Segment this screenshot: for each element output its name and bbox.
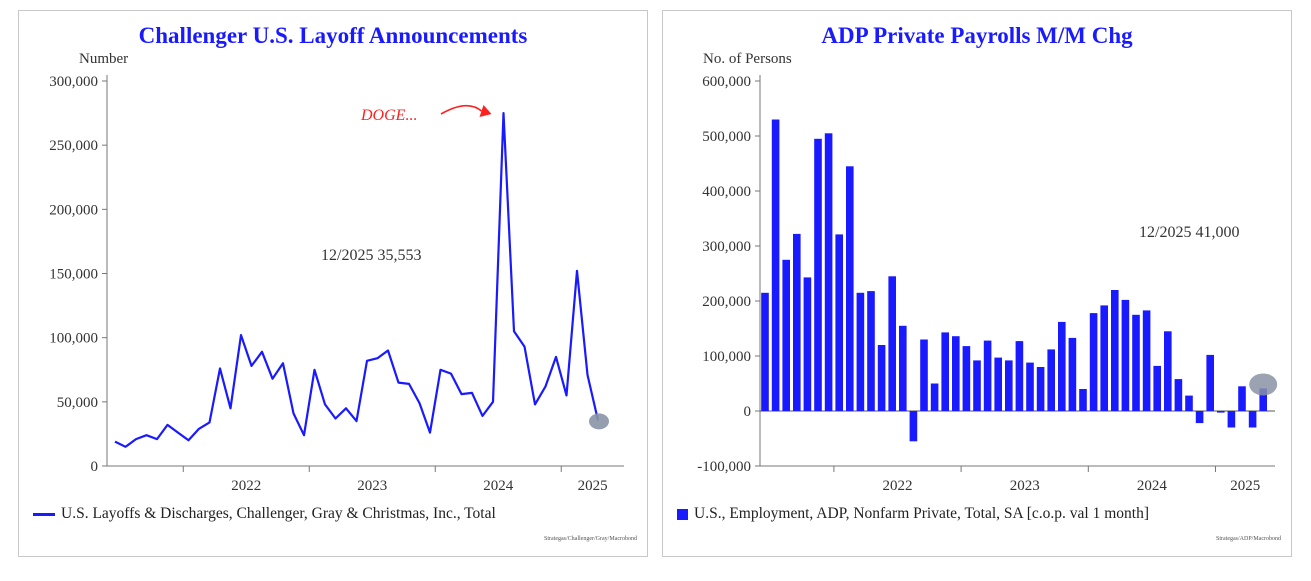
payroll-bar (1248, 411, 1257, 428)
x-tick-label: 2022 (231, 478, 261, 494)
payroll-bar (994, 357, 1002, 411)
y-tick-label: 300,000 (702, 239, 751, 255)
y-axis-label: Number (79, 51, 129, 67)
x-tick-label: 2023 (357, 478, 387, 494)
payroll-bar (1005, 360, 1013, 411)
y-tick-label: 0 (744, 404, 752, 420)
y-tick-label: 300,000 (49, 74, 98, 90)
x-tick-label: 2025 (1230, 478, 1260, 494)
latest-value-annotation: 12/2025 41,000 (1139, 224, 1239, 241)
payroll-bar (930, 383, 939, 411)
y-axis-label: No. of Persons (703, 51, 792, 67)
payroll-bar (962, 346, 971, 411)
payroll-bar (856, 292, 865, 412)
source-note: Strategas/ADP/Macrobond (1216, 536, 1281, 542)
layoffs-line-chart: 0 50,000 100,000 150,000 200,000 250,000 300,0… (49, 74, 624, 494)
latest-value-marker (1249, 373, 1278, 396)
payroll-bar (973, 360, 981, 411)
payroll-bar (1174, 379, 1183, 411)
payroll-bar (1153, 365, 1161, 411)
payroll-bar (782, 259, 790, 412)
payroll-bar (909, 411, 918, 442)
payroll-bar (899, 325, 907, 412)
legend-line-swatch (33, 512, 55, 516)
chart-title: Challenger U.S. Layoff Announcements (138, 23, 528, 48)
payroll-bar (1036, 367, 1045, 411)
payroll-bar (1068, 337, 1077, 411)
payroll-bar (1238, 386, 1246, 412)
payroll-bar (814, 138, 822, 412)
legend: U.S., Employment, ADP, Nonfarm Private, … (677, 505, 1149, 523)
source-note: Strategas/Challenger/Gray/Macrobond (544, 536, 637, 542)
payroll-bar (771, 119, 780, 411)
payroll-bar (1047, 349, 1055, 411)
payroll-bar (835, 234, 843, 411)
payroll-bar (983, 340, 992, 411)
payroll-bar (803, 277, 812, 411)
payroll-bar (1132, 314, 1140, 412)
adp-chart-panel: ADP Private Payrolls M/M Chg No. of Pers… (662, 10, 1292, 557)
latest-value-annotation: 12/2025 35,553 (321, 247, 421, 264)
x-tick-label: 2024 (1137, 478, 1168, 494)
y-tick-label: 0 (91, 459, 99, 475)
layoffs-series-line (114, 111, 600, 448)
challenger-chart-panel: Challenger U.S. Layoff Announcements Num… (18, 10, 648, 557)
payroll-bar (1185, 395, 1193, 411)
x-tick-label: 2025 (578, 478, 608, 494)
payroll-bar (1206, 354, 1214, 411)
payroll-bar (1100, 305, 1108, 411)
payroll-bar (1142, 310, 1151, 411)
legend-label: U.S. Layoffs & Discharges, Challenger, G… (61, 505, 496, 522)
latest-value-marker (589, 413, 609, 430)
payroll-bar (761, 292, 769, 412)
doge-annotation: DOGE... (360, 107, 417, 124)
y-tick-label: 200,000 (702, 294, 751, 310)
y-tick-label: 100,000 (49, 331, 98, 347)
payroll-bar (1195, 411, 1204, 424)
legend: U.S. Layoffs & Discharges, Challenger, G… (33, 505, 496, 523)
payroll-bar (888, 276, 896, 412)
y-tick-label: -100,000 (697, 459, 751, 475)
y-tick-label: 200,000 (49, 202, 98, 218)
payroll-bar (1111, 290, 1119, 411)
y-tick-label: 500,000 (702, 129, 751, 145)
y-tick-label: 250,000 (49, 138, 98, 154)
payroll-bar (920, 339, 928, 411)
payroll-bar (846, 166, 854, 412)
payroll-bar (1079, 389, 1087, 411)
chart-title: ADP Private Payrolls M/M Chg (821, 23, 1133, 48)
payroll-bar (1164, 331, 1172, 412)
payroll-bar (824, 133, 833, 412)
payroll-bar (1259, 388, 1267, 411)
payroll-bar (1058, 321, 1066, 411)
payroll-bar (793, 233, 801, 411)
x-tick-label: 2024 (483, 478, 514, 494)
y-tick-label: 50,000 (57, 395, 98, 411)
payroll-bar (1121, 299, 1130, 411)
payroll-bar (1227, 411, 1236, 428)
legend-bar-swatch (677, 508, 688, 520)
payroll-bar (941, 332, 949, 411)
x-tick-label: 2023 (1010, 478, 1040, 494)
payrolls-bar-chart: -100,000 0 100,000 200,000 300,000 400,000 500… (697, 74, 1278, 494)
x-tick-label: 2022 (883, 478, 913, 494)
payroll-bar (877, 345, 886, 411)
y-tick-label: 600,000 (702, 74, 751, 90)
payroll-bar (952, 336, 960, 411)
y-tick-label: 100,000 (702, 349, 751, 365)
y-tick-label: 150,000 (49, 267, 98, 283)
payroll-bar (1217, 411, 1225, 413)
y-tick-label: 400,000 (702, 184, 751, 200)
doge-arrowhead (479, 105, 492, 117)
payroll-bar (867, 291, 875, 411)
payroll-bar (1089, 313, 1098, 411)
payroll-bar (1026, 362, 1034, 411)
legend-label: U.S., Employment, ADP, Nonfarm Private, … (694, 505, 1149, 522)
doge-arrow (440, 104, 483, 115)
payroll-bar (1015, 341, 1024, 411)
